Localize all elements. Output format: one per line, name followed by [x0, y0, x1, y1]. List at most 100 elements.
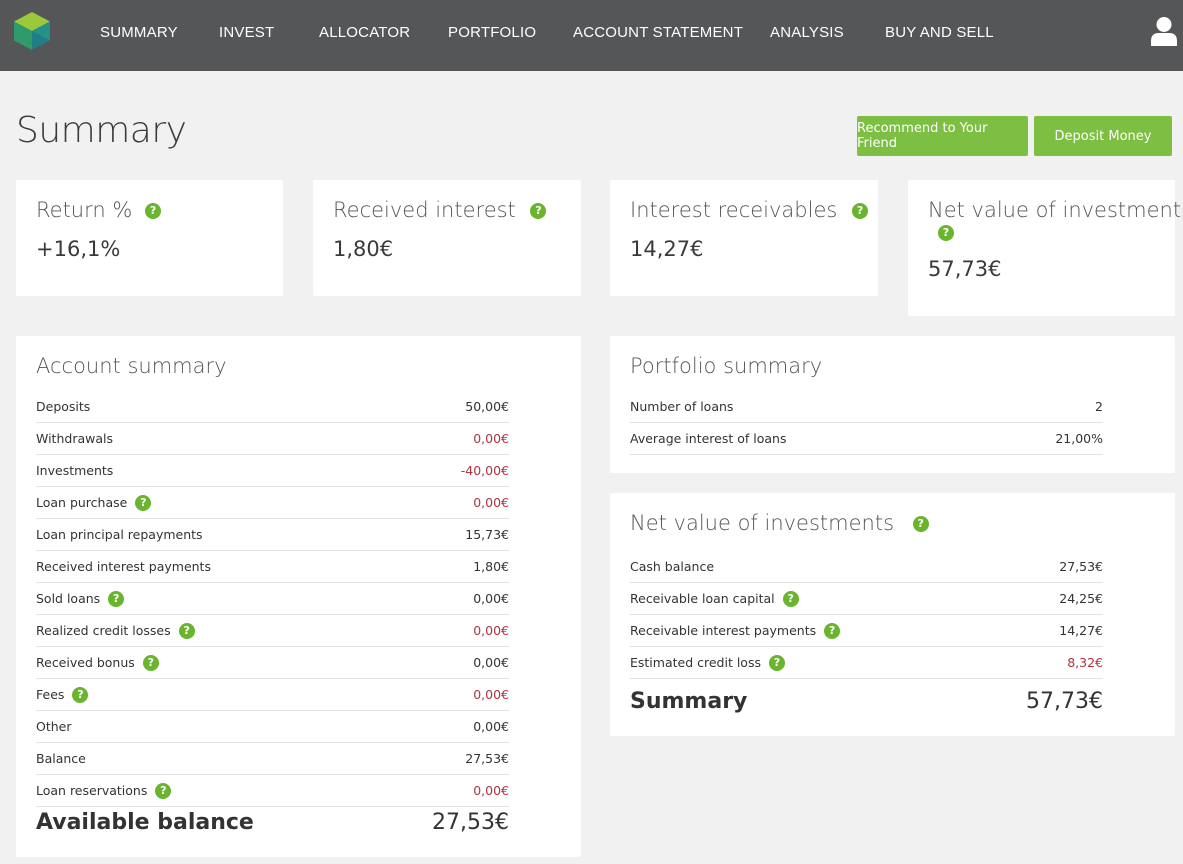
- row-label: Loan purchase?: [36, 494, 152, 511]
- account-summary-table: Deposits 50,00€ Withdrawals 0,00€ Invest…: [36, 391, 509, 807]
- table-row: Number of loans 2: [630, 391, 1103, 423]
- available-balance-total: Available balance 27,53€: [36, 802, 509, 842]
- table-row: Receivable interest payments? 14,27€: [630, 615, 1103, 647]
- total-value: 27,53€: [432, 810, 509, 835]
- row-label-text: Receivable loan capital: [630, 591, 775, 606]
- row-value: 0,00€: [473, 719, 509, 734]
- table-row: Balance 27,53€: [36, 743, 509, 775]
- table-row: Loan purchase? 0,00€: [36, 487, 509, 519]
- row-label: Balance: [36, 751, 86, 766]
- row-label-text: Loan purchase: [36, 495, 128, 510]
- row-label: Received interest payments: [36, 559, 211, 574]
- help-icon[interactable]: ?: [72, 686, 89, 703]
- help-icon[interactable]: ?: [782, 590, 799, 607]
- kpi-value: 1,80€: [333, 237, 394, 261]
- total-label: Summary: [630, 689, 748, 714]
- row-value: 14,27€: [1059, 623, 1103, 638]
- hexagon-logo[interactable]: [14, 12, 50, 50]
- nav-portfolio[interactable]: PORTFOLIO: [448, 24, 537, 41]
- help-icon[interactable]: ?: [912, 516, 929, 532]
- nav-analysis[interactable]: ANALYSIS: [770, 24, 844, 41]
- row-value: 2: [1095, 399, 1103, 414]
- net-value-card: Net value of investments ? Cash balance …: [610, 493, 1175, 736]
- row-label: Received bonus?: [36, 654, 159, 671]
- portfolio-summary-card: Portfolio summary Number of loans 2 Aver…: [610, 336, 1175, 473]
- row-label: Loan principal repayments: [36, 527, 203, 542]
- row-value: 27,53€: [1059, 559, 1103, 574]
- row-label: Loan reservations?: [36, 782, 172, 799]
- nav-invest[interactable]: INVEST: [219, 24, 275, 41]
- kpi-title: Return % ?: [36, 198, 162, 222]
- help-icon[interactable]: ?: [824, 622, 841, 639]
- help-icon[interactable]: ?: [135, 494, 152, 511]
- nav-summary[interactable]: SUMMARY: [100, 24, 178, 41]
- table-row: Average interest of loans 21,00%: [630, 423, 1103, 455]
- table-row: Investments -40,00€: [36, 455, 509, 487]
- row-label: Number of loans: [630, 399, 734, 414]
- section-title-text: Net value of investments: [630, 511, 895, 535]
- help-icon[interactable]: ?: [530, 203, 547, 219]
- row-label: Cash balance: [630, 559, 715, 574]
- table-row: Cash balance 27,53€: [630, 551, 1103, 583]
- row-value: -40,00€: [460, 463, 509, 478]
- kpi-label: Return %: [36, 198, 133, 222]
- help-icon[interactable]: ?: [145, 203, 162, 219]
- row-label-text: Estimated credit loss: [630, 655, 761, 670]
- table-row: Loan principal repayments 15,73€: [36, 519, 509, 551]
- net-value-summary-total: Summary 57,73€: [630, 681, 1103, 721]
- total-label: Available balance: [36, 810, 254, 835]
- row-value: 0,00€: [473, 783, 509, 798]
- kpi-value: 57,73€: [928, 257, 1002, 281]
- row-label: Other: [36, 719, 72, 734]
- row-value: 0,00€: [473, 591, 509, 606]
- kpi-title: Interest receivables ?: [630, 198, 869, 222]
- kpi-value: 14,27€: [630, 237, 704, 261]
- nav-allocator[interactable]: ALLOCATOR: [319, 24, 411, 41]
- row-label: Receivable interest payments?: [630, 622, 841, 639]
- table-row: Received bonus? 0,00€: [36, 647, 509, 679]
- help-icon[interactable]: ?: [108, 590, 125, 607]
- help-icon[interactable]: ?: [938, 225, 954, 241]
- recommend-button[interactable]: Recommend to Your Friend: [857, 116, 1028, 156]
- row-label-text: Fees: [36, 687, 65, 702]
- table-row: Other 0,00€: [36, 711, 509, 743]
- kpi-card-net-value: Net value of investments ? 57,73€: [908, 180, 1183, 316]
- table-row: Receivable loan capital? 24,25€: [630, 583, 1103, 615]
- row-label-text: Receivable interest payments: [630, 623, 817, 638]
- kpi-label: Net value of investments: [928, 198, 1183, 222]
- row-label: Average interest of loans: [630, 431, 787, 446]
- kpi-value: +16,1%: [36, 237, 121, 261]
- row-value: 15,73€: [465, 527, 509, 542]
- table-row: Received interest payments 1,80€: [36, 551, 509, 583]
- kpi-title: Net value of investments: [928, 198, 1183, 222]
- nav-account-statement[interactable]: ACCOUNT STATEMENT: [573, 24, 744, 41]
- table-row: Sold loans? 0,00€: [36, 583, 509, 615]
- nav-buy-and-sell[interactable]: BUY AND SELL: [885, 24, 994, 41]
- kpi-label: Received interest: [333, 198, 516, 222]
- help-icon[interactable]: ?: [852, 203, 869, 219]
- portfolio-summary-table: Number of loans 2 Average interest of lo…: [630, 391, 1103, 455]
- table-row: Loan reservations? 0,00€: [36, 775, 509, 807]
- user-icon[interactable]: [1150, 16, 1178, 46]
- row-label-text: Realized credit losses: [36, 623, 171, 638]
- help-icon[interactable]: ?: [178, 622, 195, 639]
- row-label: Sold loans?: [36, 590, 125, 607]
- row-label: Investments: [36, 463, 114, 478]
- kpi-card-interest-receivables: Interest receivables ? 14,27€: [610, 180, 878, 296]
- help-icon[interactable]: ?: [142, 654, 159, 671]
- row-value: 0,00€: [473, 623, 509, 638]
- help-icon[interactable]: ?: [155, 782, 172, 799]
- row-label: Estimated credit loss?: [630, 654, 785, 671]
- row-label-text: Received bonus: [36, 655, 135, 670]
- row-value: 0,00€: [473, 495, 509, 510]
- help-icon[interactable]: ?: [768, 654, 785, 671]
- row-value: 24,25€: [1059, 591, 1103, 606]
- kpi-card-return: Return % ? +16,1%: [16, 180, 283, 296]
- section-title: Account summary: [36, 354, 227, 378]
- row-value: 21,00%: [1055, 431, 1103, 446]
- row-label: Withdrawals: [36, 431, 113, 446]
- deposit-money-button[interactable]: Deposit Money: [1034, 116, 1172, 156]
- total-value: 57,73€: [1026, 689, 1103, 714]
- table-row: Realized credit losses? 0,00€: [36, 615, 509, 647]
- row-label: Fees?: [36, 686, 89, 703]
